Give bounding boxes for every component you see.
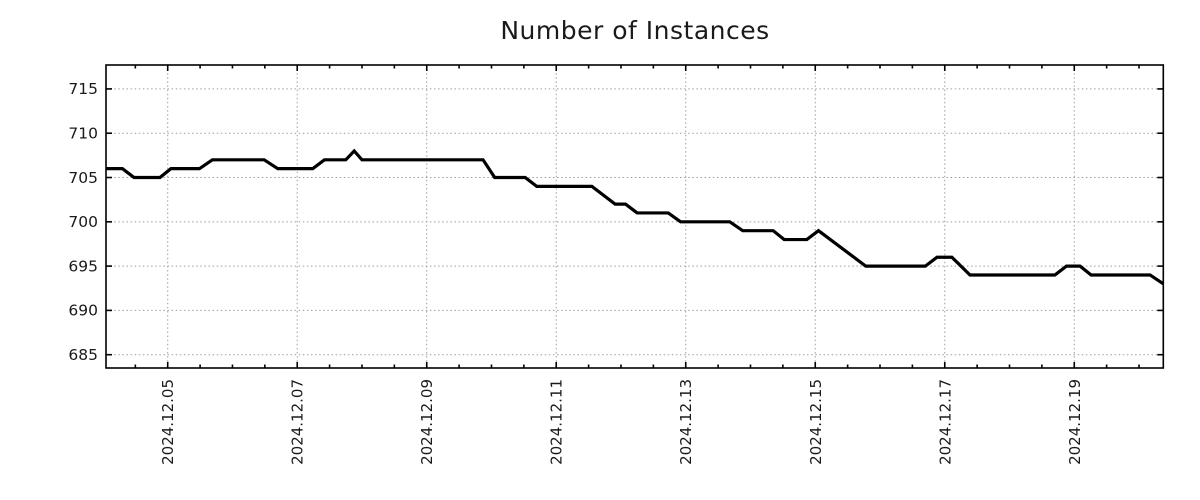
- x-tick-label: 2024.12.15: [807, 379, 825, 465]
- series-line-instances: [106, 148, 1165, 286]
- y-tick-label: 700: [68, 213, 98, 231]
- axis-ticks: [106, 65, 1164, 368]
- plot-border: [105, 64, 1165, 369]
- y-tick-label: 690: [68, 302, 98, 320]
- x-tick-label: 2024.12.07: [289, 379, 307, 465]
- x-tick-label: 2024.12.17: [936, 379, 954, 465]
- grid-lines: [106, 65, 1164, 368]
- y-tick-label: 715: [68, 80, 98, 98]
- x-axis-labels: 2024.12.05 2024.12.07 2024.12.09 2024.12.11…: [159, 379, 1084, 465]
- y-tick-label: 705: [68, 169, 98, 187]
- x-tick-label: 2024.12.09: [418, 379, 436, 465]
- y-tick-label: 685: [68, 346, 98, 364]
- y-tick-label: 695: [68, 257, 98, 275]
- x-tick-label: 2024.12.19: [1066, 379, 1084, 465]
- x-tick-label: 2024.12.05: [159, 379, 177, 465]
- chart-title: Number of Instances: [500, 16, 770, 45]
- x-tick-label: 2024.12.11: [548, 379, 566, 465]
- x-tick-label: 2024.12.13: [677, 379, 695, 465]
- y-axis-labels: 685 690 695 700 705 710 715: [68, 80, 98, 364]
- y-tick-label: 710: [68, 125, 98, 143]
